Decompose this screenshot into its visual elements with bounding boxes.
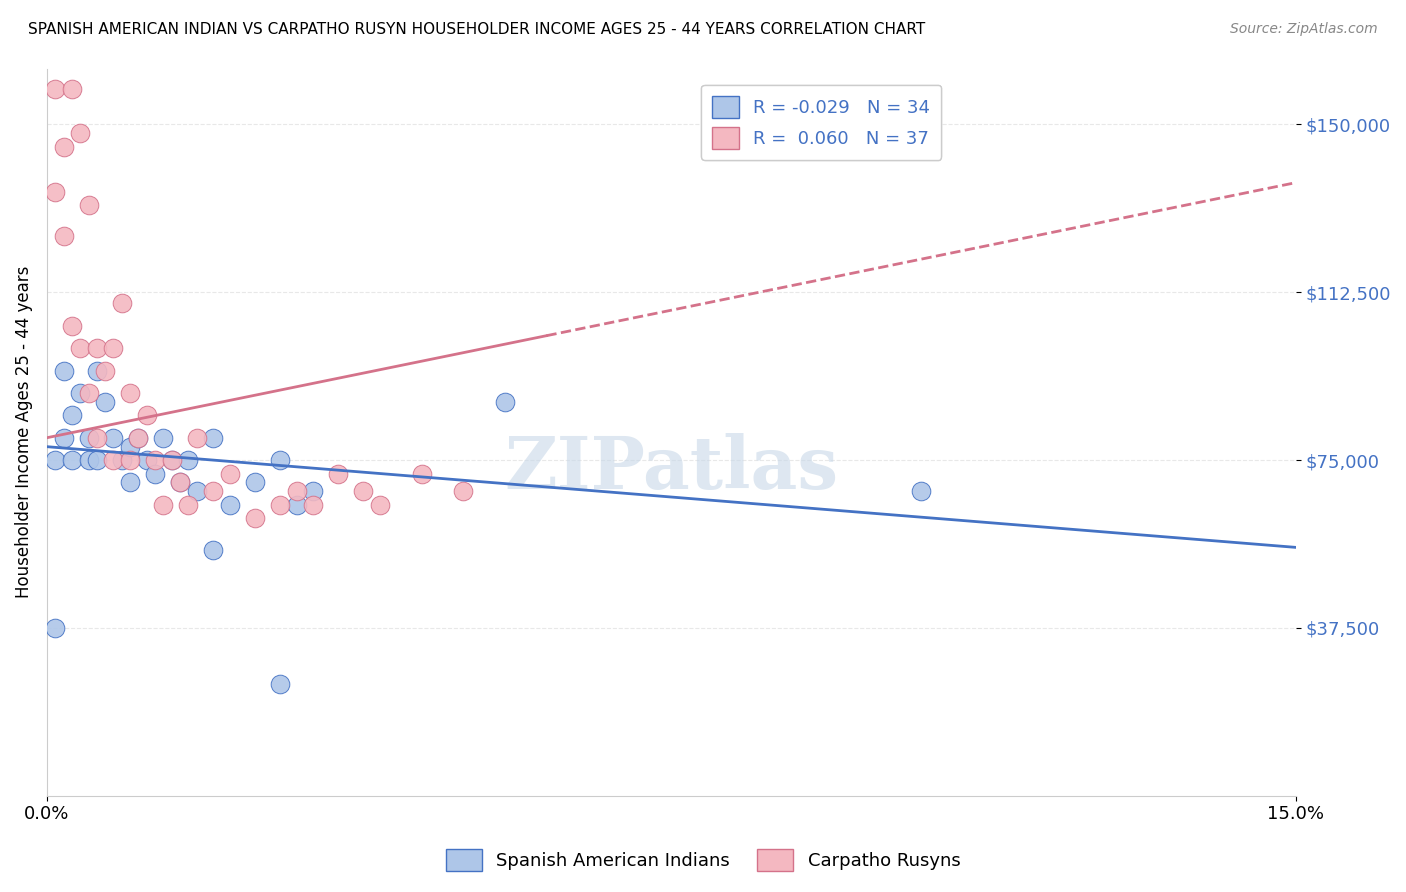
Point [368,498,391,512]
Point [111,453,134,467]
Point [103,431,125,445]
Text: Source: ZipAtlas.com: Source: ZipAtlas.com [1230,22,1378,37]
Point [328,467,350,481]
Point [411,467,433,481]
Point [177,453,200,467]
Point [52,363,75,377]
Point [60,453,83,467]
Text: ZIPatlas: ZIPatlas [505,433,838,504]
Point [86,431,108,445]
Point [169,475,191,490]
Point [152,431,174,445]
Point [135,453,157,467]
Point [127,431,149,445]
Legend: R = -0.029   N = 34, R =  0.060   N = 37: R = -0.029 N = 34, R = 0.060 N = 37 [702,85,941,160]
Point [86,341,108,355]
Point [69,386,91,401]
Point [186,431,208,445]
Point [169,475,191,490]
Point [177,498,200,512]
Point [910,484,932,499]
Point [44,453,66,467]
Point [120,440,142,454]
Point [494,395,516,409]
Point [69,127,91,141]
Point [127,431,149,445]
Text: SPANISH AMERICAN INDIAN VS CARPATHO RUSYN HOUSEHOLDER INCOME AGES 25 - 44 YEARS : SPANISH AMERICAN INDIAN VS CARPATHO RUSY… [28,22,925,37]
Point [302,498,325,512]
Point [243,511,266,525]
Point [451,484,474,499]
Point [269,498,291,512]
Point [152,498,174,512]
Point [111,296,134,310]
Point [52,140,75,154]
Point [44,621,66,635]
Point [285,498,308,512]
Point [120,475,142,490]
Point [44,81,66,95]
Point [202,484,225,499]
Point [94,395,117,409]
Point [202,542,225,557]
Point [135,409,157,423]
Legend: Spanish American Indians, Carpatho Rusyns: Spanish American Indians, Carpatho Rusyn… [439,842,967,879]
Point [302,484,325,499]
Point [103,453,125,467]
Point [103,341,125,355]
Point [219,498,242,512]
Point [77,453,100,467]
Point [120,386,142,401]
Point [243,475,266,490]
Point [202,431,225,445]
Point [77,198,100,212]
Point [186,484,208,499]
Point [69,341,91,355]
Point [143,467,166,481]
Point [160,453,183,467]
Point [285,484,308,499]
Point [60,81,83,95]
Point [269,453,291,467]
Point [120,453,142,467]
Point [77,386,100,401]
Point [86,363,108,377]
Point [352,484,374,499]
Y-axis label: Householder Income Ages 25 - 44 years: Householder Income Ages 25 - 44 years [15,266,32,599]
Point [86,453,108,467]
Point [143,453,166,467]
Point [52,229,75,244]
Point [219,467,242,481]
Point [77,431,100,445]
Point [269,677,291,691]
Point [52,431,75,445]
Point [44,185,66,199]
Point [160,453,183,467]
Point [60,318,83,333]
Point [94,363,117,377]
Point [60,409,83,423]
